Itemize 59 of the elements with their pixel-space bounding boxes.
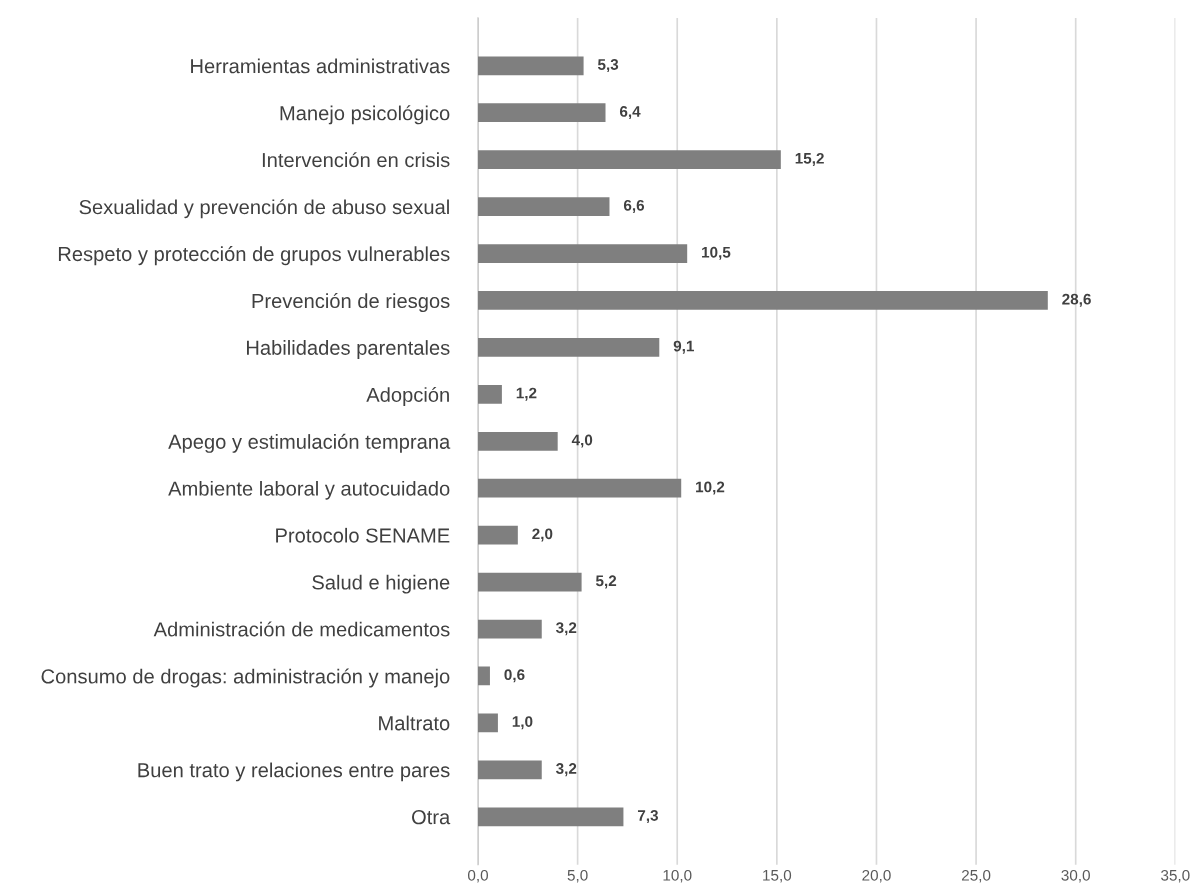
y-tick-label: Intervención en crisis	[262, 152, 450, 168]
y-tick-label: Salud e higiene	[312, 574, 450, 594]
y-tick-label: Apego y estimulación temprana	[168, 433, 451, 453]
y-tick-label: Herramientas administrativas	[191, 58, 450, 74]
data-label: 1,2	[516, 387, 537, 401]
bar	[477, 197, 610, 216]
y-tick-label: Maltrato	[379, 715, 450, 731]
y-tick-label: Consumo de drogas: administración y manejo	[41, 668, 450, 688]
bar	[477, 431, 558, 451]
y-tick-label: Adopción	[366, 386, 449, 406]
data-label: 3,2	[555, 763, 577, 777]
data-label: 2,0	[532, 528, 553, 542]
x-tick-label: 30,0	[1061, 869, 1090, 883]
bar	[477, 338, 660, 357]
bar	[477, 244, 688, 263]
y-tick-label: Administración de medicamentos	[153, 621, 450, 637]
data-label: 5,2	[595, 575, 617, 589]
bar	[477, 291, 1048, 310]
bar	[477, 666, 490, 686]
x-tick-label: 25,0	[961, 869, 991, 883]
data-label: 15,2	[795, 152, 824, 166]
bar	[477, 713, 498, 733]
y-tick-label: Respeto y protección de grupos vulnerables	[58, 246, 450, 266]
y-tick-label: Sexualidad y prevención de abuso sexual	[79, 199, 449, 219]
x-tick-label: 5,0	[567, 869, 588, 883]
bar	[477, 572, 582, 592]
data-label: 6,4	[619, 106, 641, 120]
y-tick-label: Buen trato y relaciones entre pares	[138, 762, 450, 782]
data-label: 9,1	[673, 340, 694, 354]
y-tick-label: Ambiente laboral y autocuidado	[168, 480, 450, 500]
data-label: 10,2	[696, 481, 725, 495]
bar	[477, 384, 502, 404]
x-tick-label: 10,0	[663, 869, 692, 883]
bar	[477, 478, 682, 498]
data-label: 28,6	[1062, 293, 1091, 307]
data-label: 10,5	[702, 246, 731, 260]
data-label: 4,0	[571, 434, 593, 448]
bar	[477, 56, 584, 76]
y-tick-label: Protocolo SENAME	[276, 527, 450, 543]
y-tick-label: Prevención de riesgos	[252, 293, 450, 313]
x-tick-label: 15,0	[763, 869, 792, 883]
y-tick-label: Otra	[412, 810, 451, 825]
bar	[477, 807, 624, 827]
bar	[477, 525, 518, 545]
x-tick-label: 20,0	[862, 869, 891, 883]
bar	[477, 150, 781, 170]
data-label: 3,2	[555, 622, 577, 636]
data-label: 7,3	[637, 810, 659, 824]
x-tick-label: 35,0	[1161, 869, 1190, 883]
x-tick-label: 0,0	[467, 869, 489, 883]
data-label: 6,6	[623, 199, 645, 213]
bar	[477, 760, 542, 780]
y-tick-label: Habilidades parentales	[247, 340, 450, 359]
data-label: 0,6	[504, 669, 525, 683]
bar	[477, 619, 542, 639]
y-tick-label: Manejo psicológico	[280, 105, 450, 125]
data-label: 5,3	[597, 59, 619, 73]
bar	[477, 103, 606, 123]
data-label: 1,0	[512, 716, 533, 730]
